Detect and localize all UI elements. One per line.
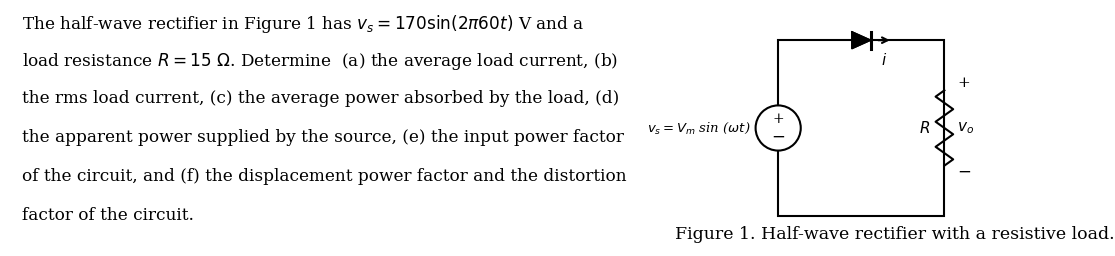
Text: the apparent power supplied by the source, (e) the input power factor: the apparent power supplied by the sourc…: [22, 129, 623, 146]
Text: factor of the circuit.: factor of the circuit.: [22, 207, 194, 224]
Text: of the circuit, and (f) the displacement power factor and the distortion: of the circuit, and (f) the displacement…: [22, 168, 627, 185]
Text: −: −: [772, 129, 785, 146]
Text: +: +: [773, 112, 784, 125]
Text: $v_o$: $v_o$: [957, 120, 975, 136]
Text: the rms load current, (c) the average power absorbed by the load, (d): the rms load current, (c) the average po…: [22, 90, 619, 107]
Text: $i$: $i$: [881, 52, 888, 68]
Text: −: −: [957, 164, 971, 181]
Text: Figure 1. Half-wave rectifier with a resistive load.: Figure 1. Half-wave rectifier with a res…: [675, 226, 1114, 243]
Polygon shape: [852, 32, 871, 49]
Text: load resistance $R = 15\ \Omega$. Determine  (a) the average load current, (b): load resistance $R = 15\ \Omega$. Determ…: [22, 51, 618, 72]
Text: $R$: $R$: [919, 120, 930, 136]
Text: +: +: [957, 77, 970, 90]
Text: The half-wave rectifier in Figure 1 has $v_s = 170\sin(2\pi 60t)$ V and a: The half-wave rectifier in Figure 1 has …: [22, 13, 584, 35]
Circle shape: [756, 105, 801, 151]
Text: $v_s = V_m$ sin ($\omega t$): $v_s = V_m$ sin ($\omega t$): [647, 120, 750, 136]
Bar: [778, 40, 944, 216]
